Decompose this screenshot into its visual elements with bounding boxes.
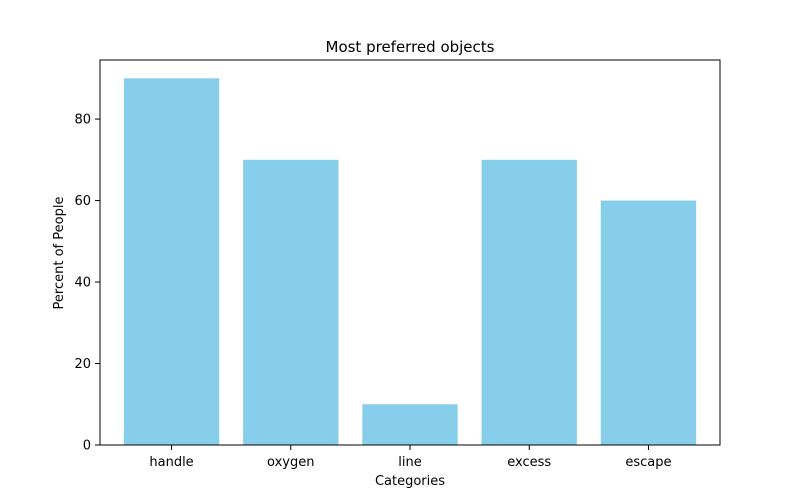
y-tick-label: 80 bbox=[74, 113, 91, 128]
x-tick-label: oxygen bbox=[267, 455, 314, 470]
bar-line bbox=[362, 404, 458, 445]
bar-oxygen bbox=[243, 159, 339, 445]
bar-escape bbox=[600, 200, 697, 445]
x-axis-ticks: handle oxygen line excess escape bbox=[149, 445, 672, 470]
y-tick-label: 60 bbox=[74, 194, 91, 209]
x-tick-label: escape bbox=[625, 455, 671, 470]
x-tick-label: line bbox=[398, 455, 421, 470]
y-tick-label: 0 bbox=[83, 439, 91, 454]
y-axis-ticks: 0 20 40 60 80 bbox=[74, 113, 100, 454]
x-tick-label: handle bbox=[149, 455, 193, 470]
y-axis-label: Percent of People bbox=[52, 197, 67, 310]
bars-group bbox=[123, 78, 697, 445]
x-tick-label: excess bbox=[507, 455, 551, 470]
y-tick-label: 40 bbox=[74, 276, 91, 291]
x-axis-label: Categories bbox=[375, 474, 445, 489]
bar-excess bbox=[481, 159, 577, 445]
chart-title: Most preferred objects bbox=[326, 38, 495, 56]
bar-handle bbox=[123, 78, 220, 445]
plot-frame bbox=[99, 59, 721, 446]
y-tick-label: 20 bbox=[74, 357, 91, 372]
